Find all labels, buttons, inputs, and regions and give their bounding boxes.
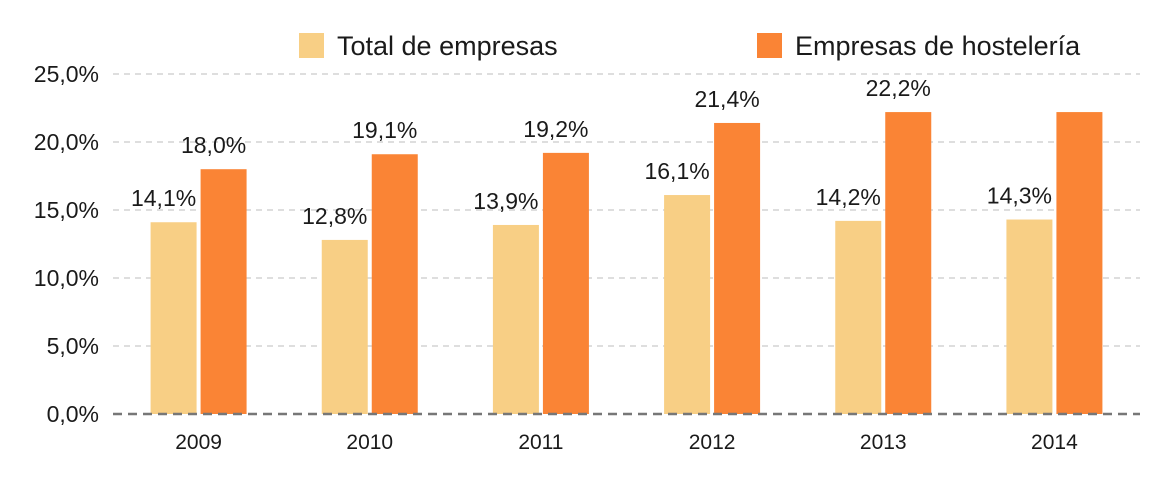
bar-total xyxy=(150,222,197,414)
x-tick-label: 2010 xyxy=(346,431,393,454)
y-tick-label: 15,0% xyxy=(34,197,99,223)
data-label: 12,8% xyxy=(302,203,367,229)
legend-label: Total de empresas xyxy=(337,31,558,61)
y-tick-label: 5,0% xyxy=(47,333,99,359)
x-tick-label: 2012 xyxy=(689,431,736,454)
legend-swatch xyxy=(299,33,324,58)
bar-hosteleria xyxy=(200,169,247,414)
y-tick-label: 25,0% xyxy=(34,61,99,87)
bar-total xyxy=(321,239,368,414)
bars xyxy=(150,112,1103,415)
data-label: 19,1% xyxy=(352,117,417,143)
legend-swatch xyxy=(757,33,782,58)
data-label: 13,9% xyxy=(473,188,538,214)
x-tick-label: 2013 xyxy=(860,431,907,454)
bar-hosteleria xyxy=(371,154,418,415)
data-label: 19,2% xyxy=(523,116,588,142)
x-tick-label: 2014 xyxy=(1031,431,1078,454)
data-labels: 14,1% 18,0% 12,8% 19,1% 13,9% 19,2% 16,1% 21,4%… xyxy=(131,75,1052,229)
data-label: 22,2% xyxy=(866,75,931,101)
y-tick-label: 20,0% xyxy=(34,129,99,155)
data-label: 21,4% xyxy=(694,86,759,112)
legend: Total de empresas Empresas de hostelería xyxy=(299,31,1081,61)
bar-hosteleria xyxy=(885,112,932,414)
bar-total xyxy=(1006,219,1053,414)
bar-total xyxy=(664,195,711,414)
gridlines xyxy=(113,73,1140,347)
bar-hosteleria xyxy=(714,122,761,415)
data-label: 18,0% xyxy=(181,132,246,158)
x-tick-label: 2011 xyxy=(518,431,563,454)
y-tick-label: 10,0% xyxy=(34,265,99,291)
y-tick-label: 0,0% xyxy=(47,401,99,427)
data-label: 14,1% xyxy=(131,185,196,211)
bar-hosteleria xyxy=(542,152,589,414)
legend-label: Empresas de hostelería xyxy=(795,31,1081,61)
x-axis: 2009 2010 2011 2012 2013 2014 xyxy=(113,412,1140,454)
data-label: 16,1% xyxy=(644,158,709,184)
data-label: 14,3% xyxy=(987,183,1052,209)
bar-hosteleria xyxy=(1056,112,1103,414)
x-tick-label: 2009 xyxy=(175,431,222,454)
bar-total xyxy=(492,224,539,414)
bar-total xyxy=(835,220,882,414)
y-axis: 0,0% 5,0% 10,0% 15,0% 20,0% 25,0% xyxy=(34,61,99,427)
data-label: 14,2% xyxy=(816,184,881,210)
